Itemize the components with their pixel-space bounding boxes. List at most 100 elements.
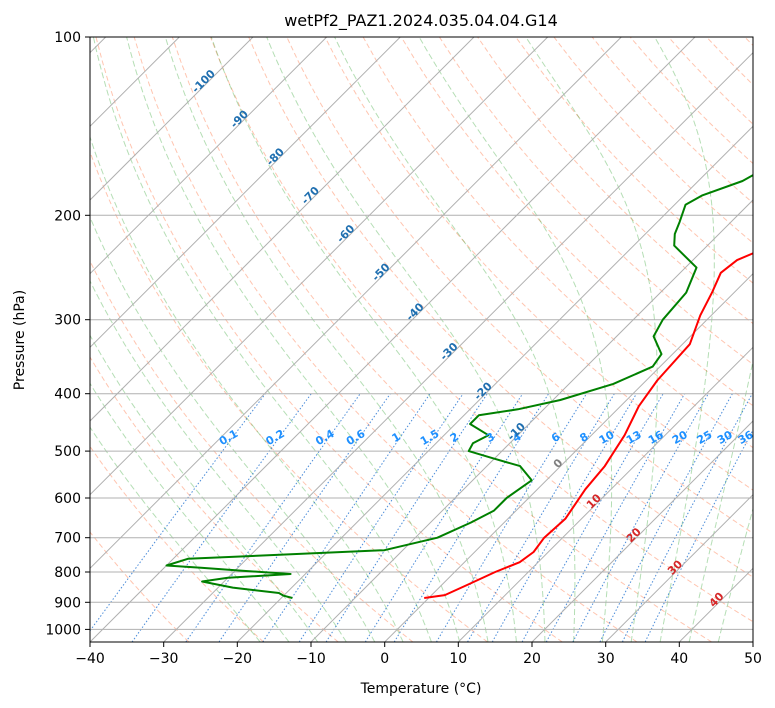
isotherm-gridline (531, 420, 753, 642)
mixing-ratio-line (131, 393, 312, 642)
dry-adiabat (744, 37, 753, 47)
mixing-ratio-line (90, 393, 266, 632)
dry-adiabat-label: -30 (437, 340, 460, 363)
mixing-ratio-line (218, 393, 391, 642)
mixing-ratio-label: 0.6 (344, 427, 368, 448)
dry-adiabat (515, 37, 753, 284)
moist-adiabat-label: 30 (665, 557, 685, 577)
moist-adiabat (717, 506, 753, 642)
y-tick-label: 600 (54, 491, 81, 507)
isotherm-gridline (310, 199, 753, 642)
mixing-ratio-label: 0.4 (313, 427, 337, 448)
dry-adiabat (477, 37, 753, 325)
moist-adiabat-label: 20 (624, 525, 644, 545)
mixing-ratio-line (435, 393, 587, 642)
moist-adiabat (90, 135, 404, 642)
x-tick-label: 40 (670, 651, 688, 667)
dry-adiabat (591, 37, 753, 204)
isotherm-gridline (90, 37, 475, 422)
moist-adiabat (164, 37, 489, 642)
moist-adiabat (525, 37, 658, 642)
isotherm-gridline (678, 567, 753, 642)
mixing-ratio-line (545, 393, 686, 642)
y-tick-label: 500 (54, 444, 81, 460)
y-tick-label: 1000 (45, 622, 81, 638)
isotherm-gridline (90, 37, 254, 201)
plot-frame (89, 36, 754, 643)
dry-adiabat (400, 37, 753, 407)
y-tick-label: 100 (54, 30, 81, 46)
dry-adiabat (133, 37, 638, 642)
dry-adiabat (90, 445, 264, 642)
y-tick-label: 400 (54, 387, 81, 403)
x-tick-label: −10 (296, 651, 326, 667)
x-tick-label: −20 (223, 651, 253, 667)
isotherm-gridline (236, 125, 753, 642)
isotherm-gridline (90, 37, 696, 642)
dry-adiabat-label: -100 (189, 67, 218, 96)
isotherm-gridline (384, 272, 753, 642)
y-axis: 100 200 300 400 500 600 700 800 900 1000 (45, 30, 90, 638)
moist-adiabat (418, 37, 613, 642)
moist-adiabat (210, 37, 517, 642)
moist-adiabat (90, 382, 290, 642)
mixing-ratio-label: 0.2 (263, 427, 286, 448)
y-tick-label: 800 (54, 565, 81, 581)
y-tick-label: 300 (54, 313, 81, 329)
x-tick-label: 30 (597, 651, 615, 667)
line-labels: 0.1 0.2 0.4 0.6 1 1.5 2 3 4 6 8 10 13 16 20 25 30 36-100-… (189, 67, 753, 610)
mixing-ratio-label: 16 (646, 428, 666, 447)
x-axis: −40 −30 −20 −10 0 10 20 30 40 50 (75, 642, 762, 667)
dry-adiabat-label: -70 (299, 184, 322, 207)
moist-adiabat (90, 334, 319, 642)
mixing-ratio-line (521, 393, 664, 642)
x-tick-label: 10 (449, 651, 467, 667)
moist-adiabat (126, 37, 461, 642)
isotherm-gridline (605, 493, 753, 642)
mixing-ratio-line (644, 428, 753, 642)
moist-adiabat (688, 358, 753, 642)
mixing-ratio-line (185, 393, 361, 642)
mixing-ratio-label: 10 (597, 428, 617, 447)
dry-adiabat-label: -20 (472, 379, 495, 402)
moist-adiabat (266, 37, 546, 642)
dry-adiabat (248, 37, 753, 578)
isotherm-gridline (457, 346, 753, 642)
mixing-ratio-line (572, 393, 709, 642)
mixing-ratio-label: 3 (484, 430, 497, 445)
isotherm-gridline (90, 37, 328, 275)
mixing-ratio-line (467, 393, 615, 642)
dry-adiabat (90, 531, 190, 642)
moist-adiabat (90, 215, 376, 642)
dewpoint-profile-line (165, 174, 753, 599)
dry-adiabat (210, 37, 753, 623)
isotherm-gridline (90, 37, 622, 570)
x-tick-label: −40 (75, 651, 105, 667)
mixing-ratio-line (599, 393, 733, 642)
y-tick-label: 700 (54, 531, 81, 547)
dry-adiabat-label: -50 (369, 260, 392, 283)
x-tick-label: 0 (380, 651, 389, 667)
mixing-ratio-label: 0.1 (217, 427, 240, 448)
chart-title: wetPf2_PAZ1.2024.035.04.04.G14 (284, 11, 558, 31)
mixing-ratio-line (393, 393, 550, 642)
dry-adiabat (90, 150, 488, 642)
dry-adiabat-label: -80 (264, 145, 287, 168)
background-lines (90, 37, 753, 642)
grid-lines (90, 37, 753, 642)
dry-adiabat (362, 37, 753, 449)
dry-adiabat (706, 37, 753, 86)
profile-series (165, 174, 753, 599)
x-axis-label: Temperature (°C) (360, 681, 482, 697)
dry-adiabat (171, 37, 712, 642)
y-tick-label: 900 (54, 595, 81, 611)
mixing-ratio-line (621, 393, 753, 642)
dry-adiabat-label: -90 (228, 107, 251, 130)
dry-adiabat (324, 37, 753, 491)
x-tick-label: 20 (523, 651, 541, 667)
x-tick-label: −30 (149, 651, 179, 667)
isotherm-gridline (90, 37, 549, 496)
moist-adiabat (90, 426, 261, 642)
mixing-ratio-label: 1 (390, 430, 403, 445)
